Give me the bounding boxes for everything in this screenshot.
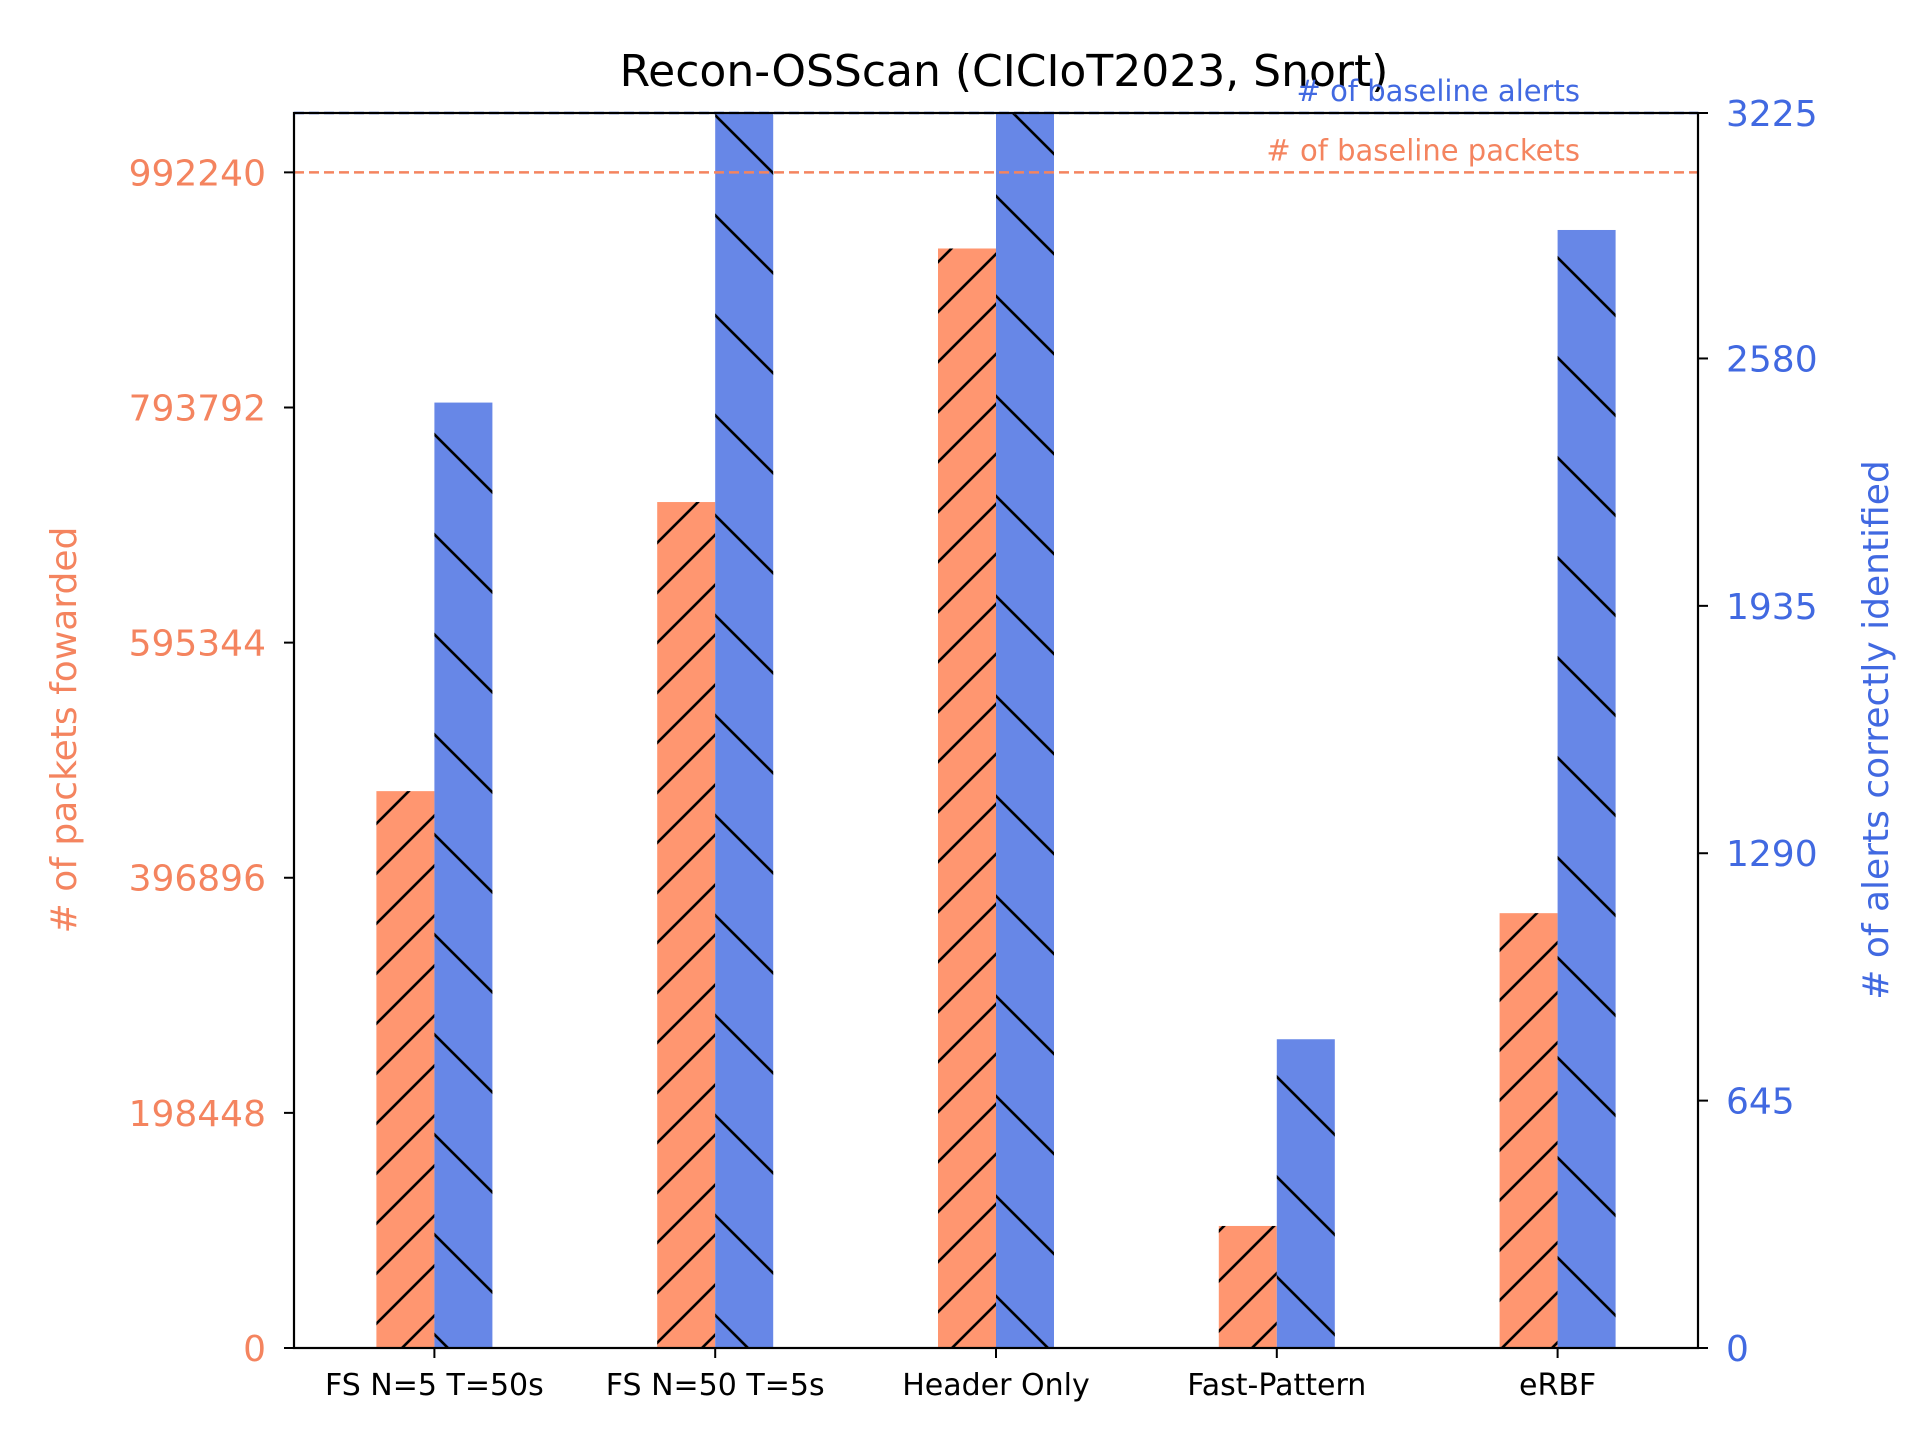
- x-tick-label: Fast-Pattern: [1187, 1368, 1366, 1403]
- bar-hatch: [1499, 913, 1558, 1348]
- bar-hatch: [1218, 1225, 1277, 1348]
- bar-hatch: [1276, 1039, 1335, 1348]
- baseline-label-alerts: # of baseline alerts: [1297, 74, 1580, 108]
- x-tick-label: Header Only: [902, 1368, 1090, 1403]
- bar-alerts-2: [996, 113, 1054, 1348]
- bar-packets-1: [657, 502, 716, 1348]
- right-axis-label: # of alerts correctly identified: [1856, 460, 1897, 1000]
- x-tick-label: FS N=5 T=50s: [325, 1368, 544, 1403]
- left-axis-label: # of packets fowarded: [44, 527, 85, 934]
- right-tick-label: 0: [1726, 1329, 1749, 1370]
- bar-hatch: [376, 791, 435, 1348]
- bar-hatch: [1557, 229, 1616, 1348]
- x-tick-label: eRBF: [1519, 1368, 1596, 1403]
- bar-hatch: [938, 248, 996, 1349]
- left-axis: 0 198448 396896 595344 793792 992240: [129, 153, 294, 1370]
- bars-layer: [376, 113, 1616, 1349]
- bar-packets-3: [1218, 1225, 1277, 1348]
- baseline-label-packets: # of baseline packets: [1266, 133, 1580, 167]
- right-tick-label: 1935: [1726, 587, 1818, 628]
- right-tick-label: 2580: [1726, 339, 1818, 380]
- left-tick-label: 0: [243, 1329, 266, 1370]
- x-axis: FS N=5 T=50s FS N=50 T=5s Header Only Fast-…: [325, 1348, 1596, 1403]
- x-tick-label: FS N=50 T=5s: [606, 1368, 825, 1403]
- baselines-layer: # of baseline packets # of baseline alert…: [294, 74, 1698, 174]
- bar-alerts-0: [434, 402, 493, 1348]
- right-tick-label: 645: [1726, 1082, 1795, 1123]
- left-tick-label: 595344: [129, 624, 266, 665]
- right-axis: 0 645 1290 1935 2580 3225: [1698, 94, 1818, 1370]
- bar-alerts-3: [1276, 1039, 1335, 1348]
- bar-hatch: [715, 113, 774, 1348]
- bar-packets-2: [938, 248, 996, 1349]
- bar-hatch: [657, 502, 716, 1348]
- left-tick-label: 396896: [129, 859, 266, 900]
- left-tick-label: 793792: [129, 388, 266, 429]
- bar-packets-0: [376, 791, 435, 1348]
- bar-packets-4: [1499, 913, 1558, 1348]
- bar-hatch: [996, 113, 1054, 1348]
- bar-alerts-1: [715, 113, 774, 1348]
- right-tick-label: 1290: [1726, 834, 1818, 875]
- bar-alerts-4: [1557, 229, 1616, 1348]
- chart-title: Recon-OSScan (CICIoT2023, Snort): [620, 46, 1389, 97]
- left-tick-label: 992240: [129, 153, 266, 194]
- right-tick-label: 3225: [1726, 94, 1818, 135]
- left-tick-label: 198448: [129, 1094, 266, 1135]
- bar-hatch: [434, 402, 493, 1348]
